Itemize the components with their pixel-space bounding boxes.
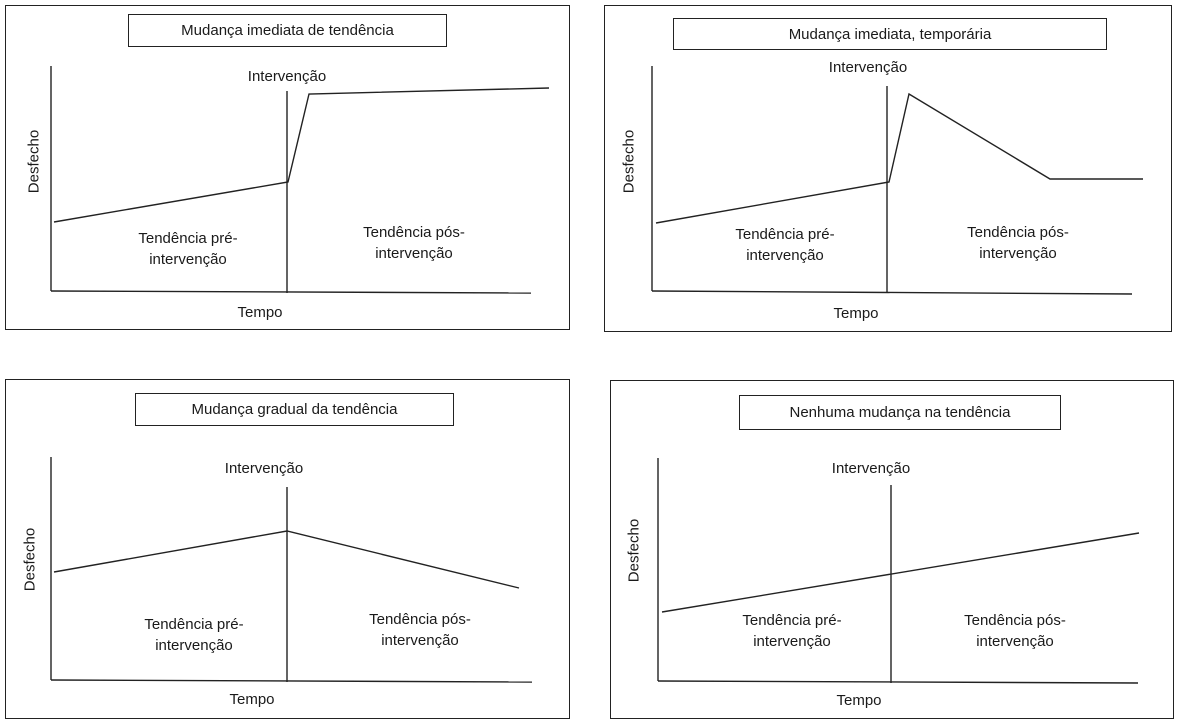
x-axis-label: Tempo — [836, 692, 882, 709]
x-axis — [657, 680, 1139, 684]
panel-title: Nenhuma mudança na tendência — [739, 395, 1061, 430]
panel-title: Mudança gradual da tendência — [135, 393, 454, 426]
post-label-line-2: intervenção — [979, 245, 1057, 262]
intervention-label: Intervenção — [828, 59, 908, 76]
pre-intervention-label: Tendência pré- intervenção — [707, 610, 877, 652]
x-axis-label: Tempo — [229, 691, 275, 708]
outcome-trend-line — [661, 532, 1140, 613]
panel-title: Mudança imediata, temporária — [673, 18, 1107, 50]
outcome-trend-line — [53, 530, 520, 589]
x-axis-label: Tempo — [237, 304, 283, 321]
y-axis-label: Desfecho — [21, 527, 39, 592]
y-axis-label: Desfecho — [625, 518, 643, 583]
panel-immediate-change: Mudança imediata de tendência Intervençã… — [5, 5, 570, 330]
panel-title: Mudança imediata de tendência — [128, 14, 447, 47]
pre-label-line-1: Tendência pré- — [144, 616, 244, 633]
intervention-label: Intervenção — [224, 460, 304, 477]
pre-intervention-label: Tendência pré- intervenção — [700, 224, 870, 266]
x-axis-label: Tempo — [833, 305, 879, 322]
outcome-trend-line — [53, 87, 550, 223]
post-label-line-1: Tendência pós- — [369, 611, 471, 628]
panel-title-text: Mudança gradual da tendência — [191, 401, 398, 418]
outcome-trend-line — [655, 92, 1143, 224]
pre-label-line-2: intervenção — [155, 637, 233, 654]
pre-intervention-label: Tendência pré- intervenção — [103, 228, 273, 270]
post-intervention-label: Tendência pós- intervenção — [329, 222, 499, 264]
pre-label-line-1: Tendência pré- — [742, 612, 842, 629]
panel-no-change: Nenhuma mudança na tendência Intervenção… — [610, 380, 1174, 719]
post-label-line-2: intervenção — [375, 245, 453, 262]
x-axis — [50, 679, 533, 683]
post-label-line-1: Tendência pós- — [967, 224, 1069, 241]
y-axis-label: Desfecho — [620, 129, 638, 194]
pre-label-line-1: Tendência pré- — [735, 226, 835, 243]
post-label-line-1: Tendência pós- — [964, 612, 1066, 629]
intervention-label: Intervenção — [247, 68, 327, 85]
panel-no-change-plot — [657, 458, 1140, 684]
post-label-line-2: intervenção — [381, 632, 459, 649]
pre-label-line-2: intervenção — [149, 251, 227, 268]
post-intervention-label: Tendência pós- intervenção — [335, 609, 505, 651]
panel-title-text: Mudança imediata, temporária — [788, 25, 992, 43]
intervention-label: Intervenção — [831, 460, 911, 477]
post-intervention-label: Tendência pós- intervenção — [933, 222, 1103, 264]
post-label-line-1: Tendência pós- — [363, 224, 465, 241]
pre-intervention-label: Tendência pré- intervenção — [109, 614, 279, 656]
panel-gradual-change: Mudança gradual da tendência Intervenção… — [5, 379, 570, 719]
pre-label-line-1: Tendência pré- — [138, 230, 238, 247]
panel-immediate-temporary-change-plot — [651, 66, 1143, 295]
y-axis-label: Desfecho — [25, 129, 43, 194]
x-axis — [50, 290, 532, 294]
post-intervention-label: Tendência pós- intervenção — [930, 610, 1100, 652]
post-label-line-2: intervenção — [976, 633, 1054, 650]
pre-label-line-2: intervenção — [753, 633, 831, 650]
panel-immediate-temporary-change: Mudança imediata, temporária Intervenção… — [604, 5, 1172, 332]
panel-immediate-change-plot — [50, 66, 550, 294]
panel-title-text: Nenhuma mudança na tendência — [789, 404, 1011, 421]
panel-title-text: Mudança imediata de tendência — [181, 22, 394, 39]
pre-label-line-2: intervenção — [746, 247, 824, 264]
x-axis — [651, 290, 1133, 295]
panel-gradual-change-plot — [50, 457, 533, 683]
